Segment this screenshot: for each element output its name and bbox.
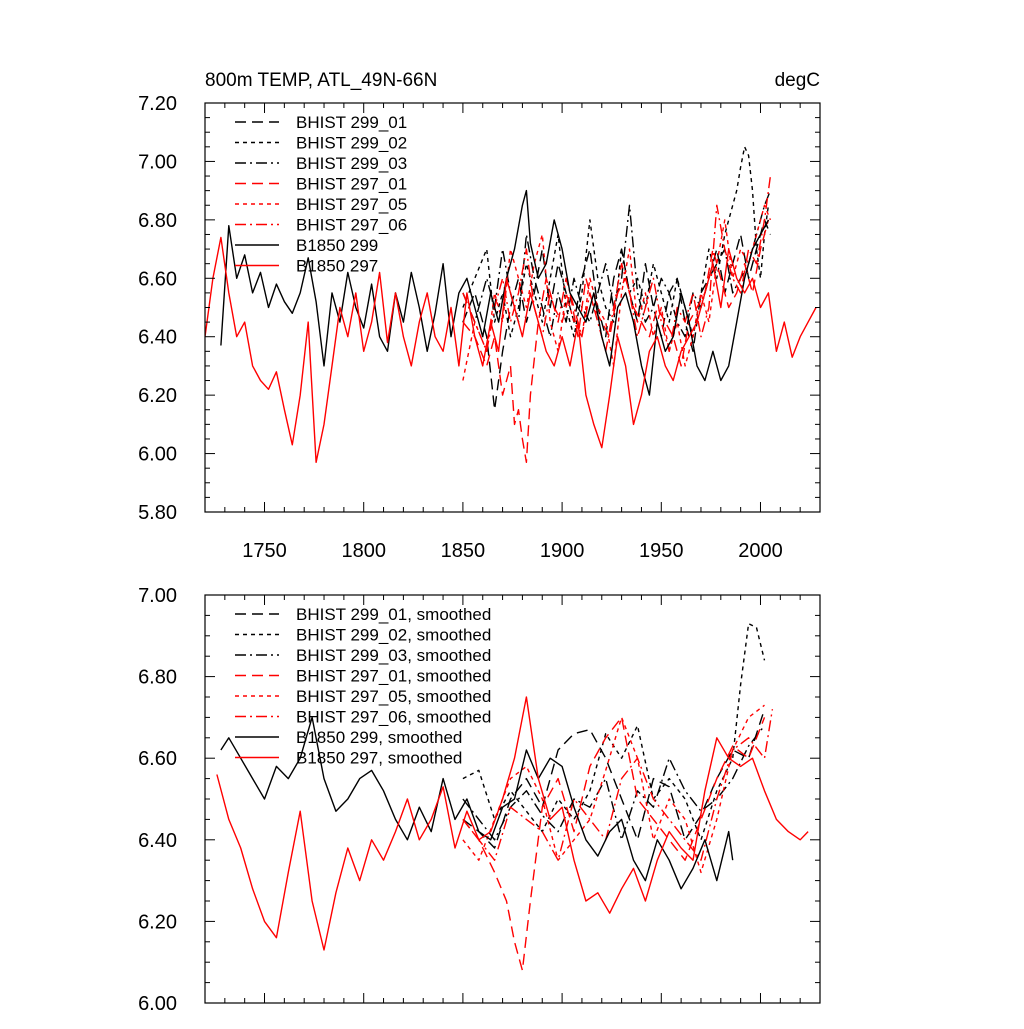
y-tick-label: 6.20: [138, 911, 177, 933]
chart-title: 800m TEMP, ATL_49N-66N: [205, 70, 437, 91]
top-panel: 5.80 6.00 6.20 6.40 6.60 6.80 7.00 7.20 1750 1800…: [138, 70, 821, 562]
legend-label: BHIST 297_05, smoothed: [296, 687, 491, 706]
series-line-5: [462, 709, 774, 861]
legend-label: B1850 297, smoothed: [296, 749, 462, 768]
legend-label: BHIST 297_01: [296, 175, 407, 194]
series-line-1: [462, 622, 766, 841]
legend-label: BHIST 297_01, smoothed: [296, 667, 491, 686]
y-tick-label: 5.80: [138, 502, 177, 524]
series-line-5: [462, 175, 772, 352]
y-tick-label: 6.80: [138, 667, 177, 689]
legend-label: BHIST 297_05: [296, 195, 407, 214]
series-line-2: [462, 190, 772, 338]
y-tick-label: 7.00: [138, 151, 177, 173]
legend-label: B1850 297: [296, 257, 378, 276]
x-tick-label: 1850: [441, 540, 486, 562]
y-tick-label: 6.20: [138, 385, 177, 407]
y-tick-label: 6.00: [138, 444, 177, 466]
series-line-4: [462, 704, 765, 874]
y-tick-label: 6.40: [138, 830, 177, 852]
legend-label: B1850 299, smoothed: [296, 728, 462, 747]
x-tick-label: 2000: [738, 540, 783, 562]
y-tick-label: 6.40: [138, 327, 177, 349]
units-label: degC: [775, 70, 820, 91]
y-tick-label: 6.60: [138, 268, 177, 290]
legend-label: BHIST 297_06: [296, 216, 407, 235]
series-line-2: [462, 725, 766, 841]
bottom-panel: 6.00 6.20 6.40 6.60 6.80 7.00 BHIST 299_01, sm…: [138, 585, 821, 1015]
x-tick-label: 1950: [639, 540, 684, 562]
series-line-7: [205, 236, 817, 463]
series-lines: [216, 622, 809, 972]
y-tick-label: 6.00: [138, 993, 177, 1015]
series-line-1: [462, 146, 770, 338]
legend-label: BHIST 299_01, smoothed: [296, 605, 491, 624]
legend-label: BHIST 299_03: [296, 154, 407, 173]
y-tick-label: 7.20: [138, 93, 177, 115]
y-tick-label: 6.80: [138, 210, 177, 232]
series-line-6: [220, 189, 770, 396]
legend-label: BHIST 299_02: [296, 134, 407, 153]
series-line-3: [462, 716, 766, 972]
x-tick-label: 1800: [341, 540, 386, 562]
x-tick-label: 1750: [242, 540, 287, 562]
legend-label: BHIST 299_02, smoothed: [296, 626, 491, 645]
series-line-3: [462, 219, 770, 463]
legend-label: BHIST 299_01: [296, 113, 407, 132]
series-line-6: [220, 716, 734, 890]
legend-label: B1850 299: [296, 236, 378, 255]
legend-label: BHIST 299_03, smoothed: [296, 646, 491, 665]
series-lines: [205, 146, 817, 463]
legend-label: BHIST 297_06, smoothed: [296, 708, 491, 727]
y-tick-label: 6.60: [138, 748, 177, 770]
series-line-7: [216, 696, 809, 951]
legend: BHIST 299_01, smoothed BHIST 299_02, smoo…: [235, 605, 491, 768]
x-tick-label: 1900: [540, 540, 585, 562]
y-tick-label: 7.00: [138, 585, 177, 607]
